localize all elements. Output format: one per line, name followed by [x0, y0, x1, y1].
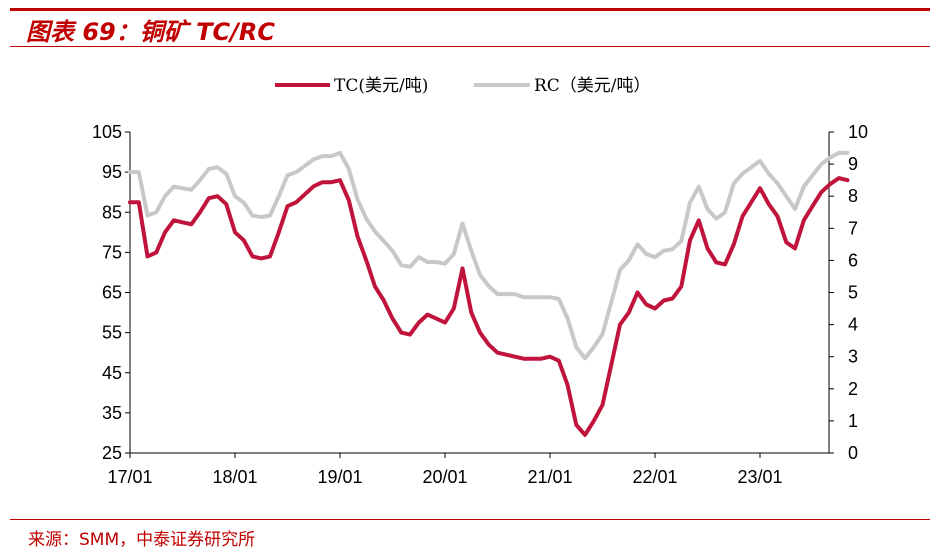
tc-rc-line-chart: TC(美元/吨) RC（美元/吨） 1059585756555453525109… [92, 76, 868, 487]
chart-legend: TC(美元/吨) RC（美元/吨） [275, 76, 651, 96]
x-tick-label: 20/01 [422, 467, 467, 487]
x-tick-label: 21/01 [527, 467, 572, 487]
right-tick-label: 5 [848, 283, 858, 303]
left-tick-label: 75 [102, 242, 122, 262]
right-tick-label: 3 [848, 347, 858, 367]
legend-rc-label: RC（美元/吨） [534, 76, 651, 96]
left-tick-label: 25 [102, 443, 122, 463]
left-tick-label: 105 [92, 122, 122, 142]
source-rule [10, 519, 930, 520]
right-tick-label: 7 [848, 218, 858, 238]
x-tick-label: 23/01 [737, 467, 782, 487]
right-tick-label: 8 [848, 186, 858, 206]
right-tick-label: 6 [848, 250, 858, 270]
legend-tc-label: TC(美元/吨) [334, 76, 428, 96]
x-tick-label: 18/01 [212, 467, 257, 487]
right-tick-label: 10 [848, 122, 868, 142]
tc-series-line [128, 176, 850, 437]
chart-series [128, 150, 850, 437]
source-note: 来源：SMM，中泰证券研究所 [28, 530, 256, 550]
right-tick-label: 4 [848, 315, 858, 335]
left-tick-label: 95 [102, 162, 122, 182]
rc-series-line [128, 150, 850, 361]
right-tick-label: 1 [848, 411, 858, 431]
left-tick-label: 85 [102, 202, 122, 222]
x-tick-label: 17/01 [107, 467, 152, 487]
left-tick-label: 45 [102, 363, 122, 383]
title-underline [10, 46, 930, 47]
x-tick-label: 22/01 [632, 467, 677, 487]
left-tick-label: 65 [102, 283, 122, 303]
left-tick-label: 35 [102, 403, 122, 423]
chart-title: 图表 69：铜矿 TC/RC [26, 18, 275, 46]
x-tick-label: 19/01 [317, 467, 362, 487]
left-tick-label: 55 [102, 323, 122, 343]
title-top-rule [10, 8, 930, 11]
right-tick-label: 2 [848, 379, 858, 399]
right-tick-label: 0 [848, 443, 858, 463]
right-tick-label: 9 [848, 154, 858, 174]
